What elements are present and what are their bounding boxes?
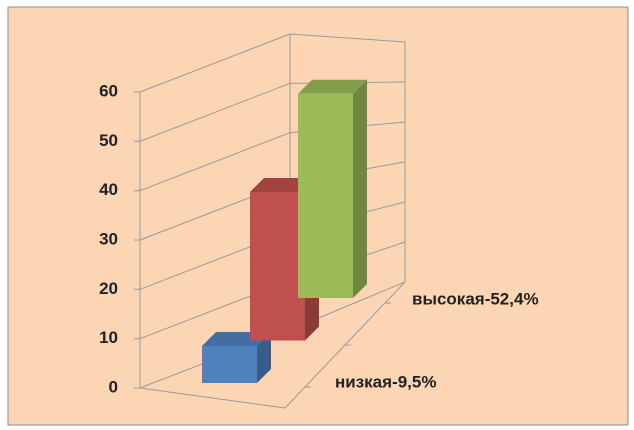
bar-front <box>202 345 257 383</box>
y-tick-label: 10 <box>99 328 118 347</box>
bar-side <box>257 331 271 383</box>
bar-side <box>353 79 367 299</box>
category-label: низкая-9,5% <box>335 372 436 391</box>
grid-line <box>289 33 406 43</box>
bar-front <box>298 93 353 299</box>
category-label: высокая-52,4% <box>412 289 539 308</box>
y-tick-label: 60 <box>99 81 118 100</box>
y-tick-label: 40 <box>99 180 118 199</box>
y-tick-label: 30 <box>99 229 118 248</box>
grid-line <box>139 132 291 192</box>
y-tick-label: 50 <box>99 131 118 150</box>
bar <box>298 79 367 299</box>
y-tick-label: 20 <box>99 279 118 298</box>
grid-line <box>139 33 291 93</box>
bar <box>202 331 271 383</box>
floor-edge <box>139 387 286 409</box>
bar-front <box>250 192 305 341</box>
bar-top <box>298 79 367 94</box>
grid-line <box>139 82 291 142</box>
y-tick-label: 0 <box>109 377 118 396</box>
